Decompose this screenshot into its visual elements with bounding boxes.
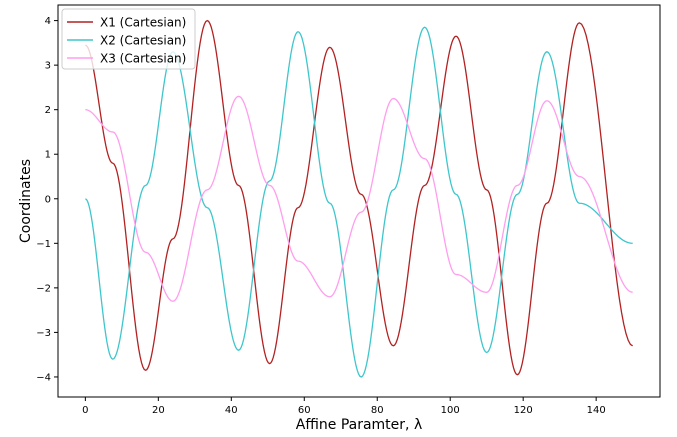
y-tick-label: −3 — [36, 328, 51, 339]
x-tick-label: 140 — [587, 405, 606, 416]
y-tick-label: 0 — [45, 194, 51, 205]
series-line-x3 — [85, 95, 633, 302]
legend-label-x1: X1 (Cartesian) — [100, 16, 186, 30]
x-tick-label: 40 — [225, 405, 238, 416]
y-tick-label: 2 — [45, 105, 51, 116]
x-tick-label: 60 — [298, 405, 311, 416]
legend: X1 (Cartesian) X2 (Cartesian) X3 (Cartesia… — [61, 8, 196, 70]
y-tick-label: −1 — [36, 239, 51, 250]
x-tick-label: 80 — [371, 405, 384, 416]
y-tick-label: −4 — [36, 372, 51, 383]
x-tick-label: 20 — [152, 405, 165, 416]
series-line-x1 — [85, 19, 633, 376]
x-tick-label: 120 — [514, 405, 533, 416]
x-axis-ticks: 0 20 40 60 80 100 120 140 — [82, 397, 606, 416]
legend-box — [61, 8, 196, 70]
series-line-x2 — [85, 26, 633, 378]
y-axis-label: Coordinates — [18, 159, 34, 243]
y-tick-label: 4 — [45, 16, 51, 27]
legend-label-x2: X2 (Cartesian) — [100, 34, 186, 48]
y-tick-label: 3 — [45, 61, 51, 72]
plot-frame — [57, 4, 661, 398]
plot-lines — [85, 19, 633, 378]
y-tick-label: 1 — [45, 150, 51, 161]
legend-label-x3: X3 (Cartesian) — [100, 52, 186, 66]
x-axis-label: Affine Paramter, λ — [296, 417, 422, 433]
x-tick-label: 0 — [82, 405, 88, 416]
y-axis-ticks: −4 −3 −2 −1 0 1 2 3 4 — [36, 16, 58, 383]
y-tick-label: −2 — [36, 283, 51, 294]
x-tick-label: 100 — [441, 405, 460, 416]
